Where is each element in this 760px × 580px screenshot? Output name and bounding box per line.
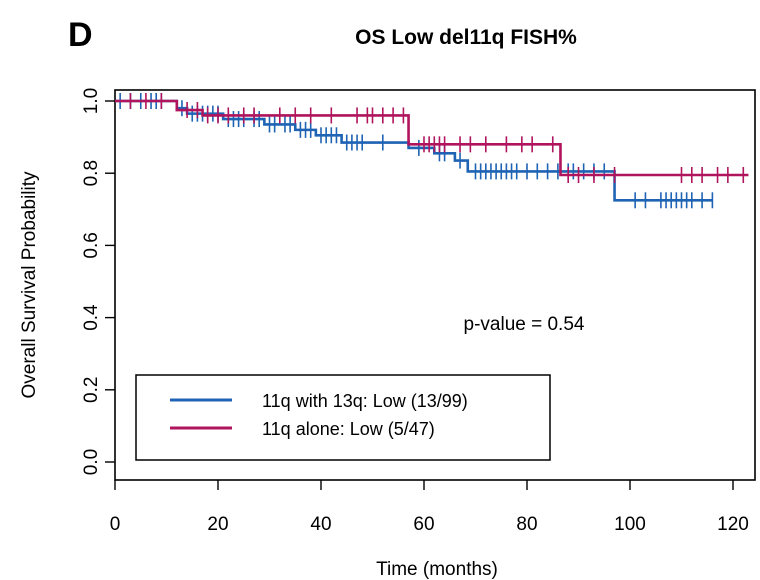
chart-title: OS Low del11q FISH%: [355, 26, 577, 49]
x-axis-label: Time (months): [376, 559, 498, 580]
y-axis-label: Overall Survival Probability: [19, 171, 40, 399]
legend: 11q with 13q: Low (13/99) 11q alone: Low…: [135, 374, 551, 461]
survival-curve-series-1: [115, 99, 713, 202]
y-tick-label: 0.2: [81, 377, 102, 403]
x-tick-label: 20: [207, 514, 228, 535]
y-tick-label: 0.0: [81, 449, 102, 475]
plot-frame: [114, 89, 756, 481]
x-tick-label: 60: [413, 514, 434, 535]
x-tick-label: 120: [717, 514, 749, 535]
p-value-annotation: p-value = 0.54: [464, 314, 585, 335]
x-tick-label: 80: [516, 514, 537, 535]
survival-curve-series-2: [115, 99, 749, 177]
x-tick-label: 0: [110, 514, 121, 535]
y-axis: 0.0 0.2 0.4 0.6 0.8 1.0: [81, 88, 115, 475]
y-tick-label: 1.0: [81, 88, 102, 114]
x-axis: 0 20 40 60 80 100 120: [110, 480, 749, 535]
y-tick-label: 0.4: [81, 304, 102, 331]
legend-box: [135, 374, 551, 461]
y-tick-label: 0.6: [81, 232, 102, 258]
y-tick-label: 0.8: [81, 160, 102, 186]
x-tick-label: 100: [614, 514, 646, 535]
legend-label-series-2: 11q alone: Low (5/47): [262, 419, 435, 439]
x-tick-label: 40: [310, 514, 331, 535]
series-layer: [115, 93, 749, 209]
legend-label-series-1: 11q with 13q: Low (13/99): [262, 391, 468, 411]
panel-letter: D: [68, 16, 93, 54]
